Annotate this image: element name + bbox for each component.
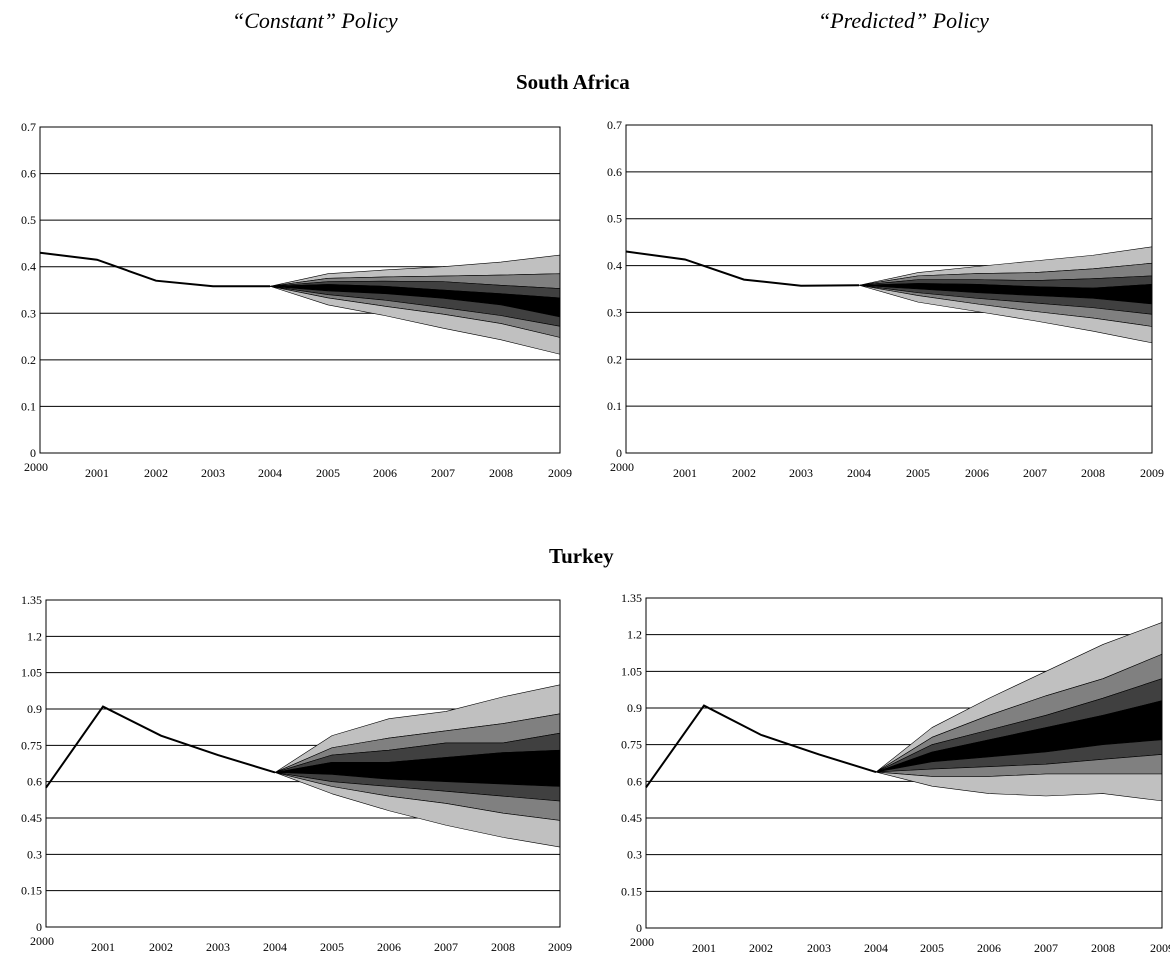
x-tick-label: 2000 xyxy=(610,460,634,474)
x-tick-label: 2005 xyxy=(316,466,340,480)
y-tick-label: 0.2 xyxy=(607,352,622,366)
x-tick-label: 2006 xyxy=(373,466,397,480)
x-tick-label: 2003 xyxy=(807,941,831,955)
y-tick-label: 0.3 xyxy=(627,848,642,862)
chart-south-africa-predicted: 0 0.1 0.2 0.3 0.4 0.5 0.6 0.7 2000 2001 2002 2003 20… xyxy=(607,118,1164,480)
y-tick-label: 0.15 xyxy=(621,884,642,898)
chart-south-africa-constant: 0 0.1 0.2 0.3 0.4 0.5 0.6 0.7 2000 2001 2002 2003 20… xyxy=(21,120,572,480)
x-tick-label: 2005 xyxy=(906,466,930,480)
x-tick-label: 2007 xyxy=(1034,941,1058,955)
y-tick-label: 0.1 xyxy=(21,399,36,413)
plot-frame xyxy=(45,599,561,928)
x-tick-label: 2003 xyxy=(206,940,230,954)
y-tick-label: 0.7 xyxy=(607,118,622,132)
right-column-title: “Predicted” Policy xyxy=(818,8,989,33)
y-tick-label: 1.05 xyxy=(21,666,42,680)
y-tick-label: 0.4 xyxy=(21,260,36,274)
plot-frame xyxy=(39,126,561,454)
x-tick-label: 2004 xyxy=(263,940,287,954)
history-line xyxy=(645,704,877,789)
y-tick-label: 1.2 xyxy=(627,628,642,642)
x-tick-label: 2009 xyxy=(548,466,572,480)
y-tick-label: 0.75 xyxy=(21,738,42,752)
x-tick-label: 2000 xyxy=(24,460,48,474)
x-tick-label: 2008 xyxy=(1091,941,1115,955)
y-tick-label: 0.3 xyxy=(27,847,42,861)
y-tick-label: 0 xyxy=(30,446,36,460)
y-tick-label: 0.45 xyxy=(21,811,42,825)
x-tick-label: 2008 xyxy=(491,940,515,954)
x-tick-label: 2001 xyxy=(692,941,716,955)
x-tick-label: 2005 xyxy=(920,941,944,955)
x-tick-label: 2008 xyxy=(1081,466,1105,480)
x-tick-label: 2000 xyxy=(30,934,54,948)
x-tick-label: 2007 xyxy=(434,940,458,954)
y-tick-label: 0 xyxy=(616,446,622,460)
y-tick-label: 0.1 xyxy=(607,399,622,413)
x-tick-label: 2004 xyxy=(258,466,282,480)
fan-band xyxy=(875,771,1163,802)
x-tick-label: 2004 xyxy=(864,941,888,955)
y-tick-label: 0.5 xyxy=(21,213,36,227)
history-line xyxy=(625,250,860,287)
x-tick-label: 2007 xyxy=(1023,466,1047,480)
y-tick-label: 0.3 xyxy=(21,306,36,320)
y-tick-label: 1.2 xyxy=(27,629,42,643)
y-tick-label: 0.4 xyxy=(607,259,622,273)
history-line xyxy=(45,705,276,789)
y-tick-label: 0.6 xyxy=(27,775,42,789)
y-tick-label: 0 xyxy=(636,921,642,935)
x-tick-label: 2000 xyxy=(630,935,654,949)
x-tick-label: 2002 xyxy=(732,466,756,480)
y-tick-label: 0.6 xyxy=(627,774,642,788)
x-tick-label: 2009 xyxy=(1150,941,1170,955)
x-tick-label: 2009 xyxy=(548,940,572,954)
y-tick-label: 0.3 xyxy=(607,305,622,319)
x-tick-label: 2002 xyxy=(749,941,773,955)
x-tick-label: 2008 xyxy=(489,466,513,480)
y-tick-label: 0.9 xyxy=(627,701,642,715)
y-tick-label: 0 xyxy=(36,920,42,934)
x-tick-label: 2001 xyxy=(673,466,697,480)
y-tick-label: 0.6 xyxy=(21,167,36,181)
y-tick-label: 1.05 xyxy=(621,664,642,678)
x-tick-label: 2001 xyxy=(91,940,115,954)
x-tick-label: 2002 xyxy=(149,940,173,954)
left-column-title: “Constant” Policy xyxy=(232,8,398,33)
x-tick-label: 2006 xyxy=(377,940,401,954)
y-tick-label: 0.15 xyxy=(21,884,42,898)
y-tick-label: 0.9 xyxy=(27,702,42,716)
history-line xyxy=(39,251,270,288)
x-tick-label: 2002 xyxy=(144,466,168,480)
x-tick-label: 2006 xyxy=(977,941,1001,955)
y-tick-label: 0.75 xyxy=(621,738,642,752)
chart-turkey-constant: 0 0.15 0.3 0.45 0.6 0.75 0.9 1.05 1.2 1.35 2000 200… xyxy=(21,593,572,954)
x-tick-label: 2003 xyxy=(201,466,225,480)
section-title-south-africa: South Africa xyxy=(516,70,630,94)
y-tick-label: 0.6 xyxy=(607,165,622,179)
y-tick-label: 0.2 xyxy=(21,353,36,367)
section-title-turkey: Turkey xyxy=(549,544,614,568)
x-tick-label: 2007 xyxy=(431,466,455,480)
plot-frame xyxy=(625,124,1153,454)
plot-frame xyxy=(645,597,1163,929)
x-tick-label: 2009 xyxy=(1140,466,1164,480)
y-tick-label: 0.45 xyxy=(621,811,642,825)
x-tick-label: 2004 xyxy=(847,466,871,480)
y-tick-label: 1.35 xyxy=(21,593,42,607)
x-tick-label: 2001 xyxy=(85,466,109,480)
x-tick-label: 2003 xyxy=(789,466,813,480)
y-tick-label: 0.7 xyxy=(21,120,36,134)
x-tick-label: 2006 xyxy=(965,466,989,480)
y-tick-label: 1.35 xyxy=(621,591,642,605)
y-tick-label: 0.5 xyxy=(607,212,622,226)
chart-turkey-predicted: 0 0.15 0.3 0.45 0.6 0.75 0.9 1.05 1.2 1.35 2000 200… xyxy=(621,591,1170,955)
x-tick-label: 2005 xyxy=(320,940,344,954)
